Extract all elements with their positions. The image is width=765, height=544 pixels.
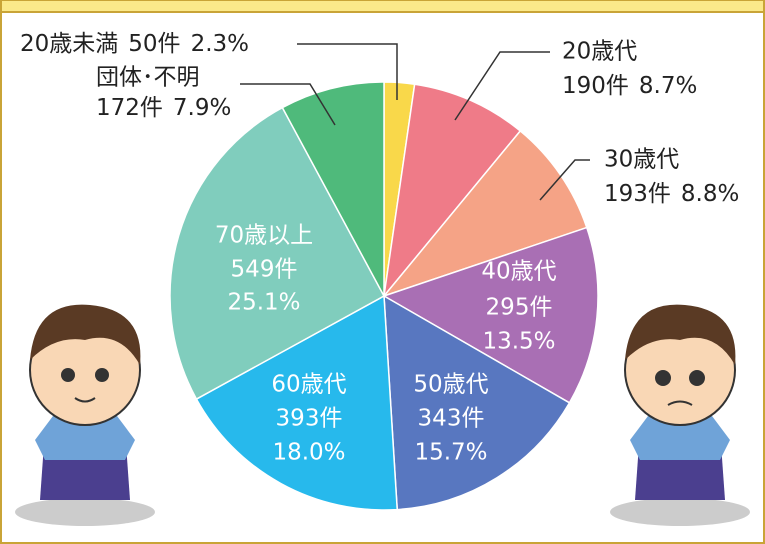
chart: 20歳未満 50件 2.3% 団体･不明 172件 7.9% 20歳代 190件 8.7% 30歳… (0, 0, 765, 544)
category-label: 70歳以上 (215, 223, 313, 249)
category-label: 40歳代 (481, 259, 556, 285)
percent-label: 8.7% (639, 73, 697, 99)
value-label: 343件 (418, 406, 485, 432)
percent-label: 7.9% (173, 95, 231, 121)
slice-label: 20歳未満 50件 2.3% (20, 31, 249, 57)
value-label: 193件 (604, 181, 671, 207)
category-label: 30歳代 (604, 147, 679, 173)
percent-label: 13.5% (482, 329, 555, 355)
category-label: 20歳未満 (20, 31, 118, 57)
top-band (1, 0, 764, 12)
percent-label: 8.8% (681, 181, 739, 207)
category-label: 60歳代 (271, 372, 346, 398)
value-label: 393件 (276, 406, 343, 432)
category-label: 20歳代 (562, 39, 637, 65)
percent-label: 2.3% (191, 31, 249, 57)
value-label: 172件 (96, 95, 163, 121)
value-label: 50件 (128, 31, 180, 57)
value-label: 549件 (231, 257, 298, 283)
percent-label: 25.1% (227, 290, 300, 316)
percent-label: 18.0% (272, 440, 345, 466)
value-label: 190件 (562, 73, 629, 99)
category-label: 団体･不明 (96, 65, 200, 91)
category-label: 50歳代 (413, 372, 488, 398)
value-label: 295件 (486, 295, 553, 321)
percent-label: 15.7% (414, 440, 487, 466)
